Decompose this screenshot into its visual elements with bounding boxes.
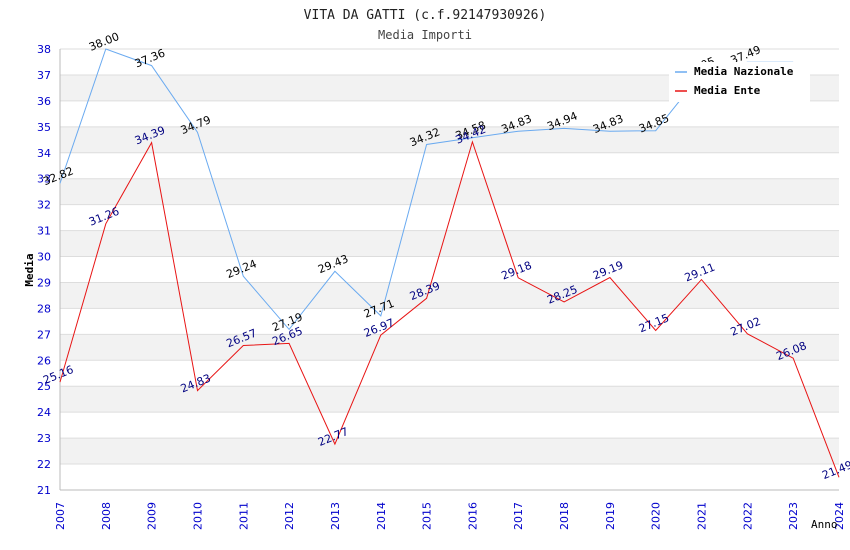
data-label: 31.26 bbox=[87, 205, 121, 229]
y-tick-label: 21 bbox=[37, 484, 51, 497]
band bbox=[60, 386, 839, 413]
grid-lines bbox=[60, 48, 839, 491]
data-label: 29.18 bbox=[499, 259, 533, 283]
y-tick-label: 24 bbox=[37, 406, 51, 419]
y-tick-label: 32 bbox=[37, 199, 51, 212]
plot-background-bands bbox=[60, 74, 839, 465]
y-tick-label: 35 bbox=[37, 121, 51, 134]
y-tick-label: 28 bbox=[37, 302, 51, 315]
x-tick-label: 2020 bbox=[650, 502, 663, 530]
x-tick-label: 2024 bbox=[833, 502, 846, 530]
x-tick-label: 2023 bbox=[787, 502, 800, 530]
x-tick-label: 2022 bbox=[741, 502, 754, 530]
chart-title: VITA DA GATTI (c.f.92147930926) bbox=[304, 8, 547, 23]
band bbox=[60, 334, 839, 361]
y-tick-label: 30 bbox=[37, 251, 51, 264]
y-axis-label: Media bbox=[23, 253, 36, 286]
y-tick-label: 23 bbox=[37, 432, 51, 445]
x-tick-label: 2014 bbox=[375, 502, 388, 530]
series-line-media-nazionale bbox=[59, 48, 794, 331]
x-tick-label: 2010 bbox=[191, 502, 204, 530]
data-label: 29.24 bbox=[225, 257, 259, 281]
band bbox=[60, 126, 839, 153]
y-tick-label: 37 bbox=[37, 69, 51, 82]
y-tick-label: 29 bbox=[37, 276, 51, 289]
series-lines bbox=[59, 48, 840, 478]
data-label: 37.36 bbox=[133, 47, 167, 71]
y-tick-label: 26 bbox=[37, 354, 51, 367]
band bbox=[60, 282, 839, 309]
y-tick-label: 34 bbox=[37, 147, 51, 160]
x-tick-label: 2009 bbox=[146, 502, 159, 530]
y-tick-label: 22 bbox=[37, 458, 51, 471]
data-label: 38.00 bbox=[87, 30, 121, 54]
band bbox=[60, 438, 839, 465]
y-tick-label: 38 bbox=[37, 43, 51, 56]
x-tick-label: 2011 bbox=[237, 502, 250, 530]
x-tick-label: 2008 bbox=[100, 502, 113, 530]
y-tick-label: 36 bbox=[37, 95, 51, 108]
band bbox=[60, 178, 839, 205]
x-tick-labels: 2007 2008 2009 2010 2011 2012 2013 2014 2015 2016… bbox=[54, 502, 846, 530]
x-tick-label: 2016 bbox=[466, 502, 479, 530]
y-tick-labels: 21 22 23 24 25 26 27 28 29 30 31 32 33 34 35 36 37 38 bbox=[37, 43, 51, 497]
y-tick-label: 33 bbox=[37, 173, 51, 186]
chart-subtitle: Media Importi bbox=[378, 28, 472, 42]
y-tick-label: 31 bbox=[37, 225, 51, 238]
x-tick-label: 2019 bbox=[604, 502, 617, 530]
legend-label-media-ente: Media Ente bbox=[694, 84, 761, 97]
x-axis-label: Anno bbox=[811, 518, 838, 531]
x-tick-label: 2013 bbox=[329, 502, 342, 530]
x-tick-label: 2017 bbox=[512, 502, 525, 530]
x-tick-label: 2021 bbox=[696, 502, 709, 530]
x-tick-label: 2012 bbox=[283, 502, 296, 530]
x-tick-label: 2018 bbox=[558, 502, 571, 530]
y-tick-label: 25 bbox=[37, 380, 51, 393]
x-tick-label: 2015 bbox=[421, 502, 434, 530]
legend-box bbox=[669, 62, 810, 102]
band bbox=[60, 230, 839, 257]
y-tick-label: 27 bbox=[37, 328, 51, 341]
legend: Media Nazionale Media Ente bbox=[669, 62, 810, 102]
x-tick-label: 2007 bbox=[54, 502, 67, 530]
legend-label-media-nazionale: Media Nazionale bbox=[694, 65, 794, 78]
series-line-media-ente bbox=[59, 140, 840, 478]
